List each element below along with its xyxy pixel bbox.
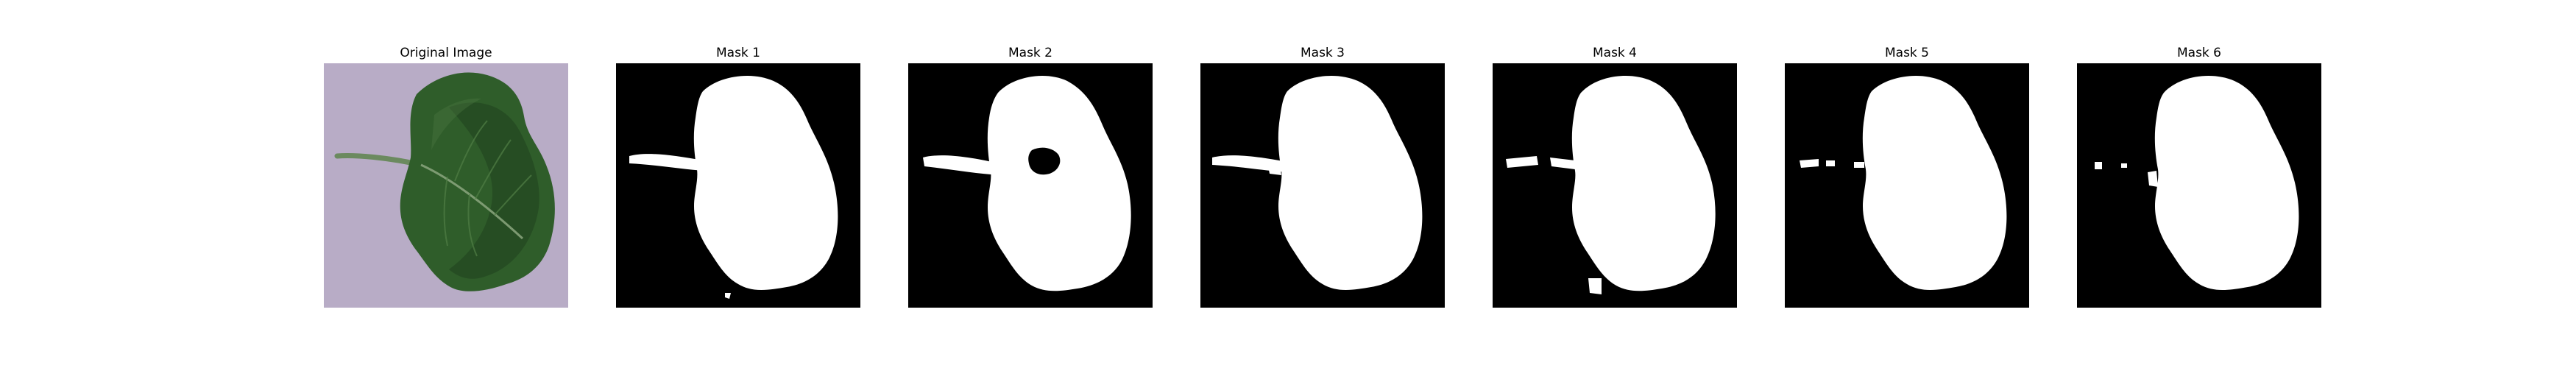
mask-3-image xyxy=(1200,63,1445,308)
mask-5 xyxy=(1785,63,2029,308)
mask-2 xyxy=(908,63,1153,308)
leaf-highlight xyxy=(431,98,481,150)
mask-stem-fragment xyxy=(1550,158,1575,169)
mask-speck xyxy=(2121,163,2127,168)
mask-foreground xyxy=(2154,76,2299,290)
mask-stem xyxy=(923,155,999,175)
panel-mask-3: Mask 3 xyxy=(1200,43,1445,308)
leaf-shadow xyxy=(449,102,539,279)
original-image xyxy=(324,63,568,308)
mask-foreground xyxy=(987,76,1131,291)
mask-speck xyxy=(725,293,731,299)
mask-foreground xyxy=(1278,75,1423,290)
mask-foreground xyxy=(1862,75,2007,290)
panel-original-image: Original Image xyxy=(324,43,568,308)
mask-foreground xyxy=(693,75,838,290)
mask-3 xyxy=(1200,63,1445,308)
mask-2-image xyxy=(908,63,1153,308)
mask-stem-fragment xyxy=(1506,156,1538,168)
mask-1-image xyxy=(616,63,860,308)
panel-title: Original Image xyxy=(400,46,492,60)
panel-title: Mask 3 xyxy=(1300,46,1345,60)
mask-stem-fragment xyxy=(1826,160,1835,166)
mask-speck xyxy=(2148,171,2158,187)
mask-stem-fragment xyxy=(1854,162,1864,168)
panel-title: Mask 4 xyxy=(1592,46,1637,60)
panel-mask-5: Mask 5 xyxy=(1785,43,2029,308)
mask-speck xyxy=(2095,162,2102,169)
panel-title: Mask 6 xyxy=(2176,46,2221,60)
mask-stem-fragment xyxy=(1800,159,1819,168)
panel-mask-4: Mask 4 xyxy=(1493,43,1737,308)
panel-title: Mask 1 xyxy=(715,46,760,60)
panel-mask-6: Mask 6 xyxy=(2077,43,2321,308)
mask-speck xyxy=(1268,165,1281,175)
mask-speck xyxy=(1588,278,1602,294)
mask-6 xyxy=(2077,63,2321,308)
mask-5-image xyxy=(1785,63,2029,308)
mask-foreground xyxy=(1571,76,1716,291)
mask-1 xyxy=(616,63,860,308)
mask-4 xyxy=(1493,63,1737,308)
mask-4-image xyxy=(1493,63,1737,308)
leaf-photo xyxy=(324,63,568,308)
panel-title: Mask 5 xyxy=(1884,46,1929,60)
mask-hole xyxy=(1028,147,1061,175)
panel-title: Mask 2 xyxy=(1008,46,1052,60)
mask-6-image xyxy=(2077,63,2321,308)
leaf-midrib xyxy=(420,163,524,240)
mask-stem xyxy=(629,154,704,171)
panel-mask-1: Mask 1 xyxy=(616,43,860,308)
panel-mask-2: Mask 2 xyxy=(908,43,1153,308)
leaf-veins xyxy=(443,120,532,257)
